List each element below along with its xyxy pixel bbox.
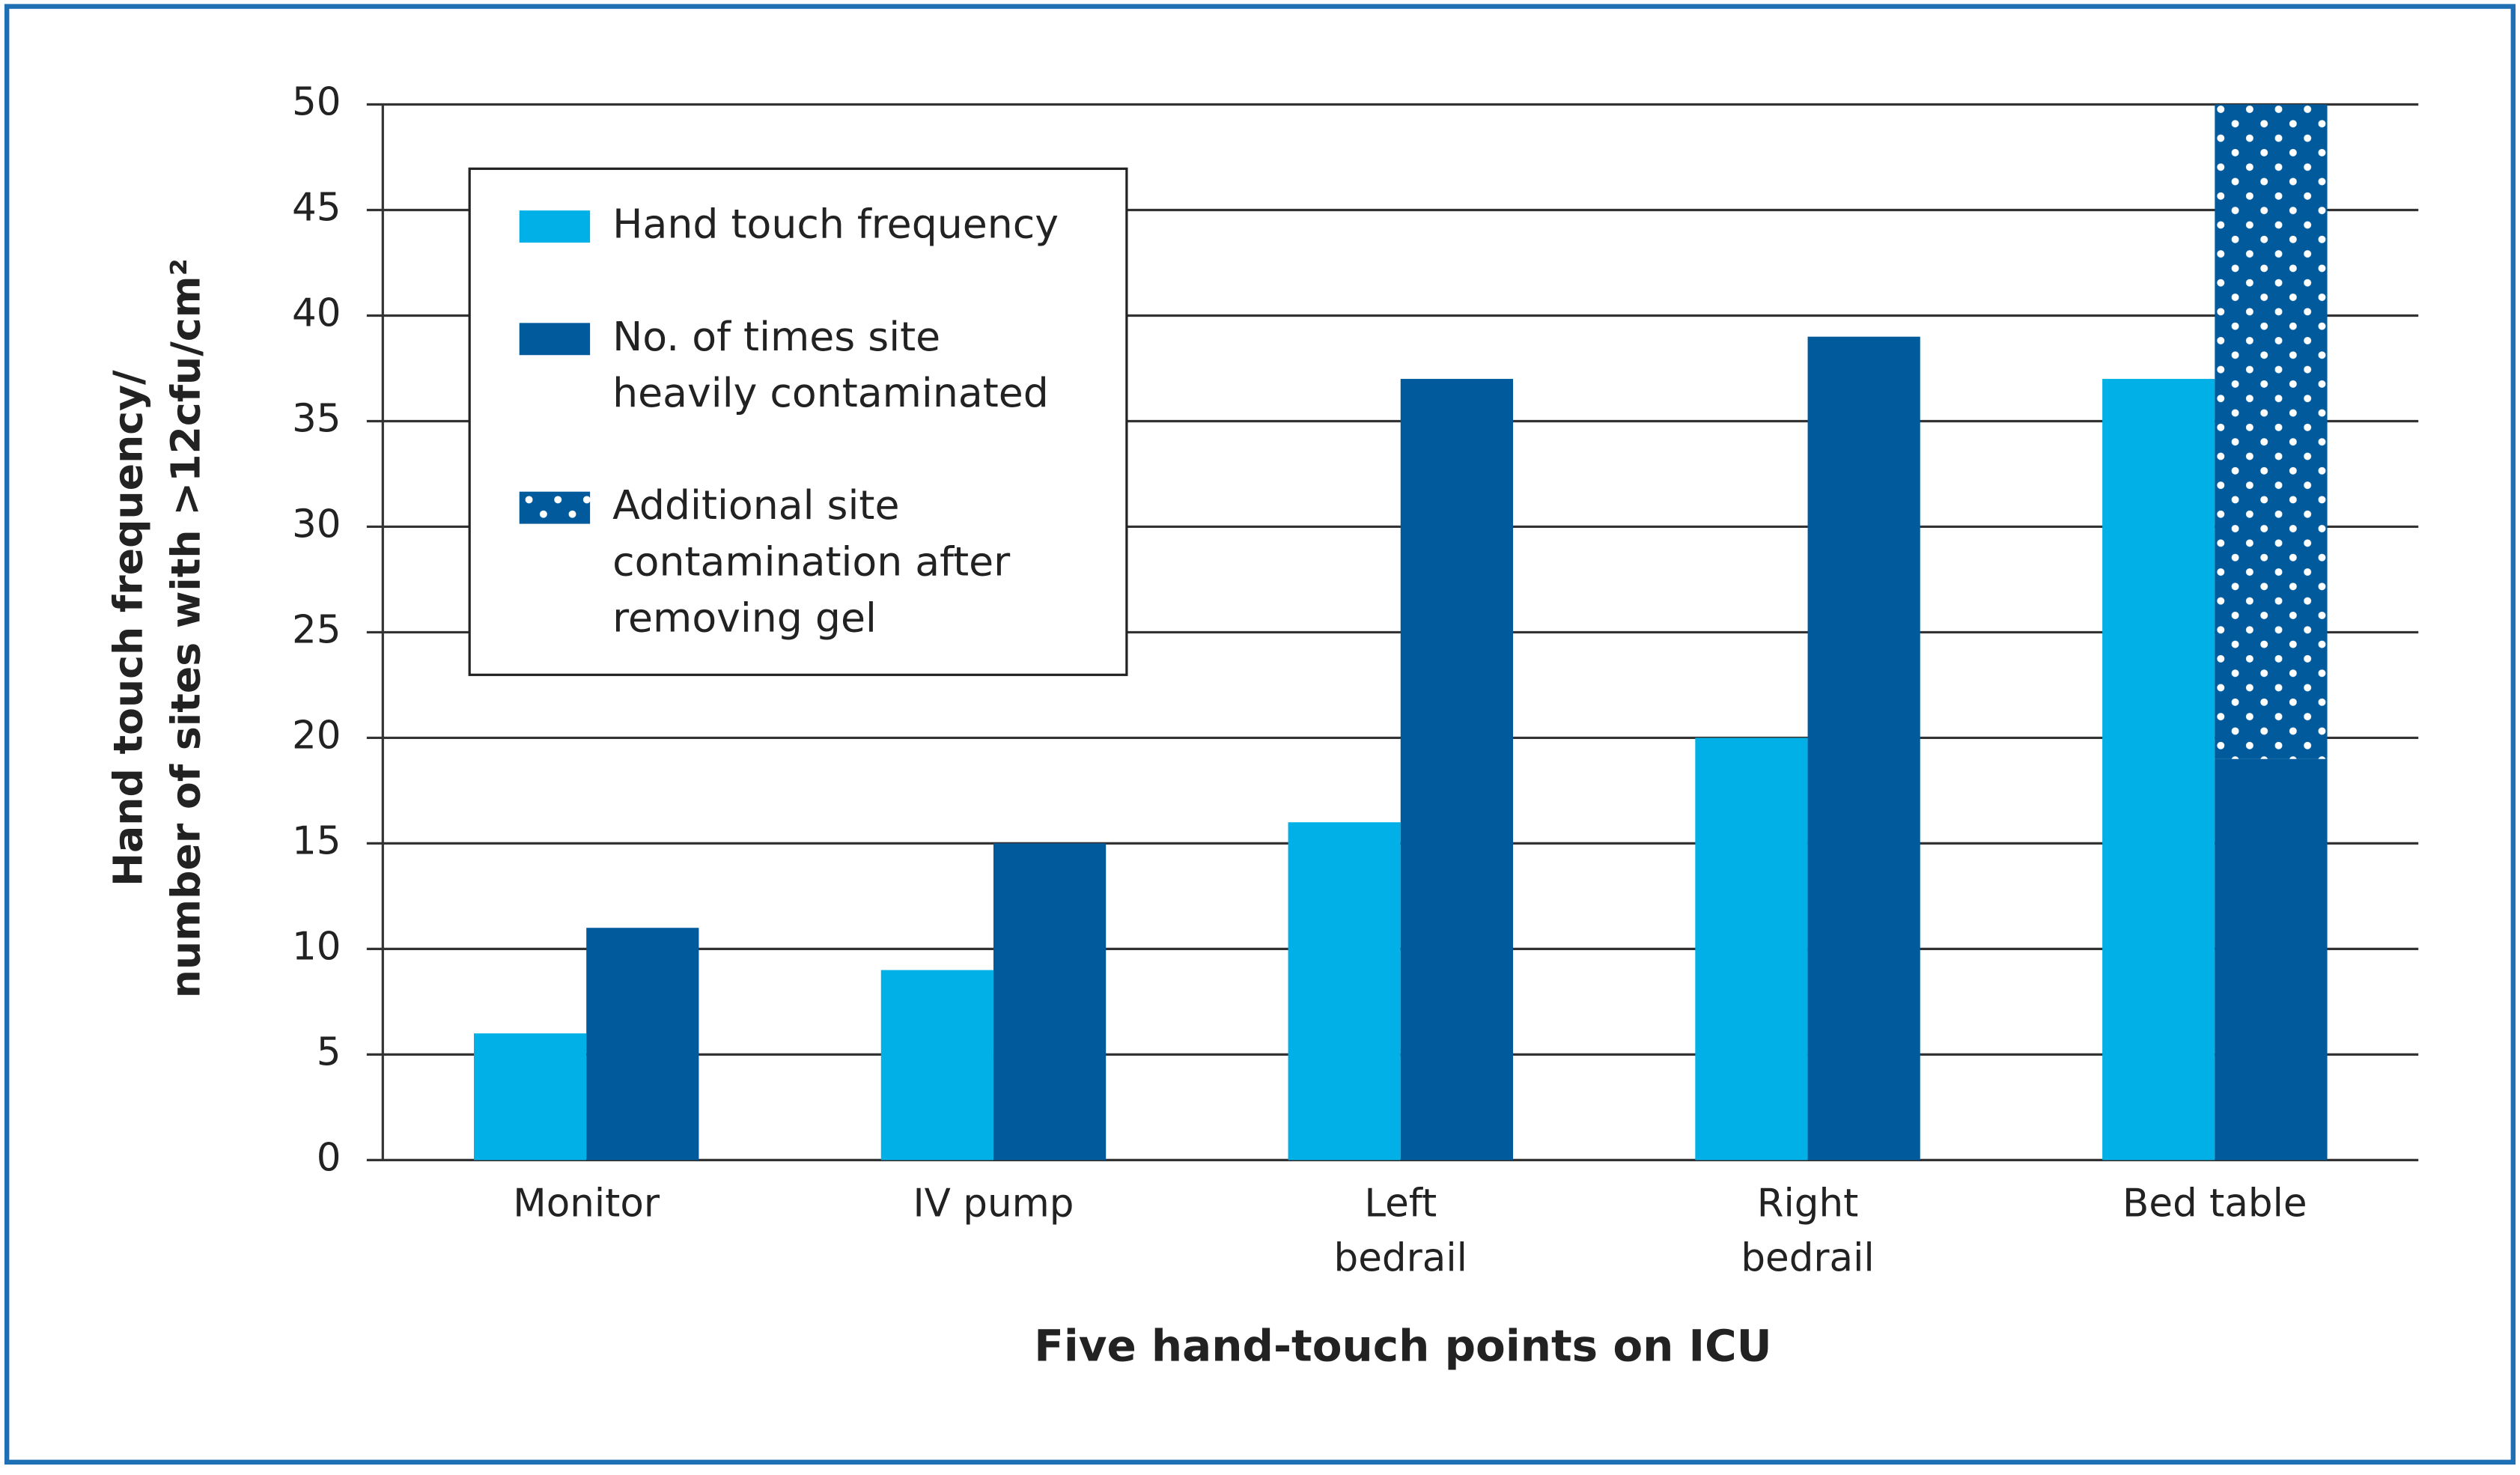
x-tick-label: Bed table — [2122, 1181, 2307, 1226]
y-tick-label: 20 — [292, 713, 341, 758]
x-tick-label: Monitor — [513, 1181, 660, 1226]
frame — [4, 4, 2516, 1465]
x-tick-label-box: Monitor — [513, 1181, 660, 1226]
legend-label: Additional site contamination after remo… — [612, 481, 1011, 642]
y-axis-title: Hand touch frequency/ number of sites wi… — [105, 258, 210, 999]
y-tick-label: 35 — [292, 396, 341, 441]
bar — [586, 928, 699, 1161]
x-tick-label-box: IV pump — [913, 1181, 1074, 1226]
y-tick-label: 0 — [317, 1135, 341, 1180]
x-axis-title-box: Five hand-touch points on ICU — [1034, 1322, 1772, 1372]
legend-swatch — [519, 491, 591, 524]
y-tick-label: 40 — [292, 291, 341, 335]
legend-box — [468, 167, 1128, 676]
x-tick-label: Right bedrail — [1741, 1181, 1875, 1281]
y-tick-label: 25 — [292, 607, 341, 652]
legend-label: Hand touch frequency — [612, 201, 1059, 248]
bar — [473, 1033, 587, 1161]
y-tick-label: 10 — [292, 924, 341, 969]
bar — [1400, 379, 1513, 1161]
legend-label-box: No. of times site heavily contaminated — [612, 313, 1049, 416]
x-tick-label: Left bedrail — [1333, 1181, 1467, 1281]
bar — [1695, 738, 1808, 1161]
x-tick-label-box: Left bedrail — [1333, 1181, 1467, 1281]
y-tick-label: 15 — [292, 818, 341, 863]
bar — [2215, 758, 2328, 1161]
bar — [880, 970, 993, 1161]
legend-swatch — [519, 323, 591, 356]
y-tick-label: 45 — [292, 185, 341, 230]
bar — [2102, 379, 2215, 1161]
y-tick-label: 30 — [292, 502, 341, 547]
legend-label-box: Hand touch frequency — [612, 201, 1059, 248]
legend-label-box: Additional site contamination after remo… — [612, 481, 1011, 642]
legend-label: No. of times site heavily contaminated — [612, 313, 1049, 416]
legend-swatch — [519, 210, 591, 243]
bar — [1807, 336, 1920, 1161]
bar — [1288, 822, 1401, 1161]
x-axis-title: Five hand-touch points on ICU — [1034, 1322, 1772, 1372]
x-tick-label-box: Bed table — [2122, 1181, 2307, 1226]
x-tick-label-box: Right bedrail — [1741, 1181, 1875, 1281]
y-tick-label: 5 — [317, 1030, 341, 1074]
bar — [2215, 104, 2328, 759]
x-tick-label: IV pump — [913, 1181, 1074, 1226]
bar — [993, 843, 1107, 1161]
y-axis-title-box: Hand touch frequency/ number of sites wi… — [105, 258, 210, 999]
y-tick-label: 50 — [292, 79, 341, 124]
